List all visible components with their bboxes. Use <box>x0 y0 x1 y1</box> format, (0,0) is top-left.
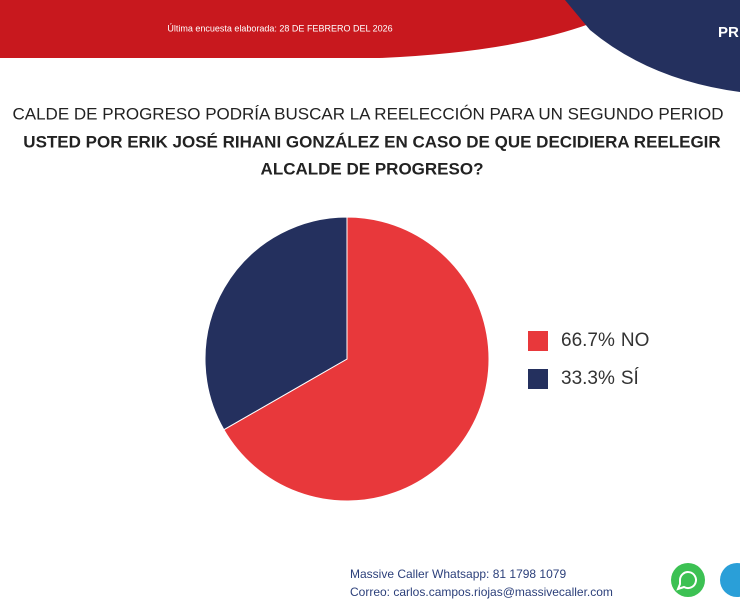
header-band <box>0 0 640 58</box>
telegram-icon[interactable] <box>720 563 740 597</box>
legend-swatch <box>528 331 548 351</box>
pie-chart: 66.7% NO 33.3% SÍ <box>204 216 649 502</box>
legend-label: 66.7% NO <box>561 330 649 351</box>
question-line: ALCALDE DE PROGRESO? <box>261 159 484 178</box>
whatsapp-glyph <box>676 571 697 591</box>
question-line: USTED POR ERIK JOSÉ RIHANI GONZÁLEZ EN C… <box>23 132 720 151</box>
pie-slice <box>223 216 490 502</box>
legend-swatch <box>528 369 548 389</box>
question-line: CALDE DE PROGRESO PODRÍA BUSCAR LA REELE… <box>12 104 723 123</box>
legend-value: 33.3% <box>561 368 615 389</box>
whatsapp-icon[interactable] <box>671 563 705 597</box>
footer-whatsapp: Massive Caller Whatsapp: 81 1798 1079 <box>350 567 566 581</box>
legend-label: 33.3% SÍ <box>561 368 640 389</box>
legend-category: SÍ <box>621 368 640 389</box>
header-corner-text: PR <box>718 24 739 41</box>
legend-value: 66.7% <box>561 330 615 351</box>
survey-date: Última encuesta elaborada: 28 DE FEBRERO… <box>167 23 392 33</box>
pie-slice <box>204 216 348 431</box>
header-corner <box>565 0 740 92</box>
legend-category: NO <box>621 330 650 351</box>
footer-email: Correo: carlos.campos.riojas@massivecall… <box>350 585 613 599</box>
